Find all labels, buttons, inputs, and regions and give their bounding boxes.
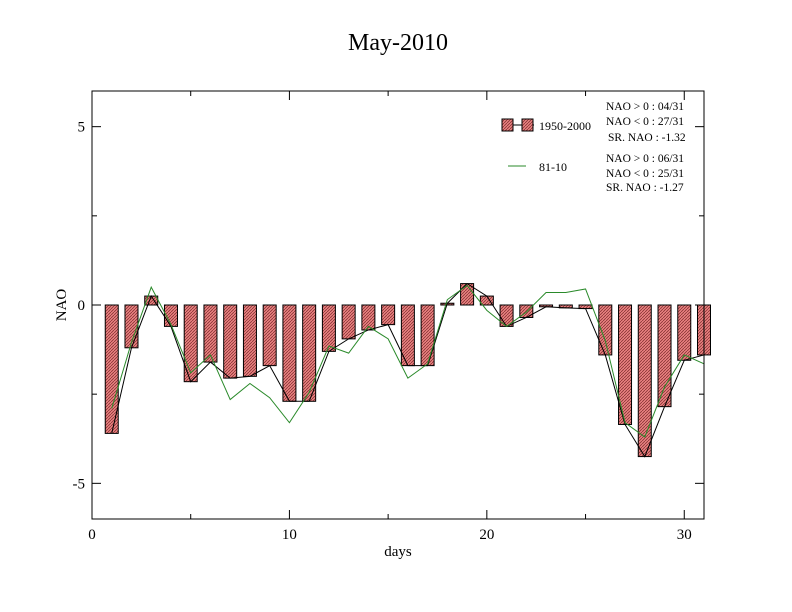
stats-1950-2000-sr: SR. NAO : -1.32 <box>608 132 686 144</box>
bar-day-6 <box>203 304 218 363</box>
bars-layer <box>104 283 711 458</box>
chart-title: May-2010 <box>348 30 448 56</box>
bar-day-7 <box>223 304 238 379</box>
y-tick-label-0: 0 <box>78 298 86 314</box>
bar-day-12 <box>321 304 336 352</box>
lines-layer <box>111 282 705 458</box>
stats-1950-2000-positive: NAO > 0 : 04/31 <box>606 101 684 113</box>
legend-label-1950-2000: 1950-2000 <box>539 119 591 133</box>
legend-swatch-1950-2000-left <box>501 118 514 132</box>
x-axis-label: days <box>384 544 412 560</box>
bar-day-15 <box>381 304 396 326</box>
x-tick-label-30: 30 <box>677 527 692 543</box>
series-line-81-10 <box>111 284 705 438</box>
x-tick-label-0: 0 <box>88 527 96 543</box>
bar-day-10 <box>282 304 297 402</box>
series-line-1950-2000 <box>111 282 705 458</box>
bar-day-8 <box>242 304 257 377</box>
y-axis-label: NAO <box>54 289 70 322</box>
bar-day-17 <box>420 304 435 367</box>
ticks-layer: 0 10 20 30 -5 0 5 <box>73 91 704 543</box>
stats-1950-2000-negative: NAO < 0 : 27/31 <box>606 116 684 128</box>
x-tick-label-10: 10 <box>282 527 297 543</box>
x-tick-label-20: 20 <box>479 527 494 543</box>
legend-swatch-1950-2000-right <box>521 118 534 132</box>
legend-label-81-10: 81-10 <box>539 160 567 174</box>
legend: 1950-2000 81-10 NAO > 0 : 04/31 NAO < 0 … <box>501 101 686 194</box>
bar-day-11 <box>302 304 317 402</box>
bar-day-13 <box>341 304 356 340</box>
y-tick-label--5: -5 <box>73 476 86 492</box>
stats-81-10-negative: NAO < 0 : 25/31 <box>606 168 684 180</box>
bar-day-30 <box>677 304 692 361</box>
y-tick-label-5: 5 <box>78 120 86 136</box>
bar-day-9 <box>262 304 277 367</box>
bar-day-29 <box>657 304 672 408</box>
stats-81-10-positive: NAO > 0 : 06/31 <box>606 153 684 165</box>
bar-day-27 <box>618 304 633 425</box>
stats-81-10-sr: SR. NAO : -1.27 <box>606 182 684 194</box>
